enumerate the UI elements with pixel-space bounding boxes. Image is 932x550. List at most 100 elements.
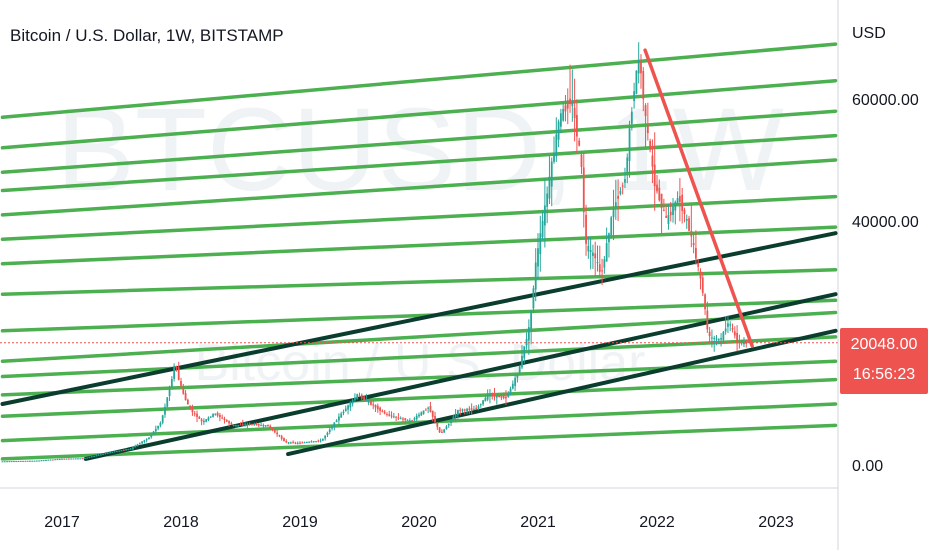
channel-line (0, 109, 838, 174)
candle-body (196, 413, 198, 417)
candle-body (578, 140, 581, 146)
channel-line (0, 423, 838, 461)
candle-body (125, 449, 127, 451)
candle-body (113, 451, 116, 453)
candle-body (418, 414, 420, 417)
candle-body (200, 419, 203, 422)
candle-body (202, 420, 205, 423)
candle-body (738, 342, 741, 344)
candle-body (35, 460, 38, 462)
channel-line (0, 133, 838, 193)
candle-body (656, 184, 658, 192)
candle-body (695, 247, 697, 259)
candle-body (463, 409, 466, 411)
candle-body (397, 417, 400, 419)
candle-body (283, 438, 285, 442)
candle-body (154, 428, 157, 432)
candle-body (159, 423, 162, 426)
candle-body (342, 411, 345, 414)
candle-body (317, 440, 320, 442)
candle-body (630, 111, 633, 124)
channel-line (0, 158, 838, 217)
candle-body (182, 386, 185, 394)
candles-layer (0, 42, 838, 463)
candle-body (29, 460, 31, 462)
candle-body (367, 401, 370, 403)
candle-body (77, 458, 79, 460)
candle-body (360, 394, 363, 399)
candle-body (321, 438, 324, 441)
candle-body (235, 424, 237, 426)
candle-body (585, 214, 587, 244)
candle-body (685, 218, 688, 221)
candle-body (338, 416, 340, 421)
candle-body (521, 355, 523, 368)
candle-body (175, 367, 178, 369)
candle-body (173, 366, 176, 379)
candle-body (301, 442, 304, 444)
currency-label: USD (852, 25, 886, 42)
candle-body (582, 167, 585, 213)
candle-body (509, 388, 512, 393)
candle-body (596, 262, 599, 264)
candle-body (134, 446, 137, 448)
candle-body (415, 415, 418, 420)
candle-body (308, 441, 311, 443)
time-tick-label: 2019 (282, 514, 318, 531)
candle-body (90, 456, 93, 458)
candle-body (443, 429, 446, 433)
candle-body (637, 59, 640, 74)
candle-body (587, 246, 590, 252)
candle-body (431, 410, 434, 417)
candle-body (72, 458, 75, 460)
candle-body (244, 424, 246, 426)
watermark-ticker: BTCUSD, 1W (56, 84, 784, 216)
candle-body (500, 395, 503, 398)
candle-body (614, 202, 617, 207)
candle-body (212, 413, 214, 417)
candle-body (299, 442, 301, 444)
candle-body (221, 417, 224, 419)
candle-body (736, 333, 738, 343)
candle-body (402, 418, 404, 420)
candle-body (189, 405, 192, 409)
candle-body (727, 323, 729, 327)
candle-body (164, 406, 166, 415)
candle-body (566, 100, 569, 109)
candle-body (315, 441, 317, 443)
candle-body (479, 404, 482, 406)
candle-body (289, 442, 292, 444)
channel-line (0, 268, 838, 296)
candle-body (177, 367, 180, 380)
candle-body (310, 441, 313, 443)
candle-body (525, 338, 528, 346)
candle-body (633, 91, 636, 102)
candle-body (541, 220, 544, 237)
candle-body (132, 447, 134, 450)
candle-body (56, 459, 59, 461)
candle-body (17, 461, 20, 463)
candle-body (19, 460, 22, 462)
candle-body (228, 421, 230, 424)
candle-body (257, 423, 260, 426)
candle-body (260, 425, 262, 427)
candle-body (475, 407, 478, 410)
candle-body (564, 105, 567, 112)
candle-body (532, 288, 535, 309)
candle-body (13, 461, 15, 463)
channel-line (0, 377, 838, 418)
channel-line (0, 335, 838, 379)
candle-body (621, 185, 624, 187)
candle-body (434, 416, 436, 423)
candle-body (445, 426, 448, 430)
chart-title: Bitcoin / U.S. Dollar, 1W, BITSTAMP (10, 26, 284, 45)
candle-body (681, 194, 684, 211)
candle-body (543, 205, 546, 226)
candle-body (328, 429, 331, 433)
candle-body (8, 461, 11, 463)
candle-body (157, 425, 160, 429)
candle-body (264, 425, 267, 427)
candle-body (404, 418, 407, 421)
